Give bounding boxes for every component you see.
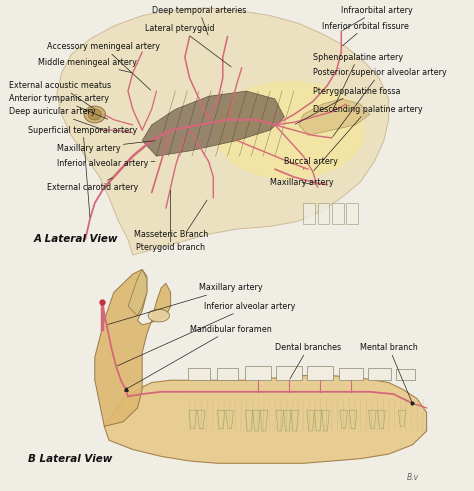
Text: Masseteric Branch: Masseteric Branch	[134, 230, 208, 239]
Polygon shape	[291, 410, 299, 431]
Text: A Lateral View: A Lateral View	[33, 234, 118, 245]
Text: Inferior orbital fissure: Inferior orbital fissure	[322, 22, 409, 46]
Ellipse shape	[84, 106, 105, 123]
Text: Accessory meningeal artery: Accessory meningeal artery	[47, 42, 160, 90]
Polygon shape	[260, 410, 268, 431]
Polygon shape	[226, 410, 233, 429]
Text: B Lateral View: B Lateral View	[28, 454, 113, 464]
Polygon shape	[245, 410, 253, 431]
Text: Maxillary artery: Maxillary artery	[270, 178, 334, 187]
Text: External acoustic meatus: External acoustic meatus	[9, 82, 111, 109]
Polygon shape	[322, 410, 329, 431]
Text: Anterior tympanic artery: Anterior tympanic artery	[9, 94, 109, 119]
Ellipse shape	[148, 309, 170, 322]
Polygon shape	[332, 203, 344, 224]
Text: Sphenopalatine artery: Sphenopalatine artery	[313, 53, 403, 110]
Polygon shape	[369, 410, 376, 429]
Text: Deep temporal arteries: Deep temporal arteries	[152, 6, 246, 35]
Text: Mental branch: Mental branch	[360, 343, 418, 402]
Text: Pterygoid branch: Pterygoid branch	[136, 243, 205, 252]
Polygon shape	[188, 368, 210, 380]
Polygon shape	[346, 203, 358, 224]
Polygon shape	[128, 270, 147, 316]
Polygon shape	[95, 270, 171, 426]
Text: Pterygopalatine fossa: Pterygopalatine fossa	[295, 86, 401, 124]
Polygon shape	[339, 368, 363, 380]
Polygon shape	[307, 366, 333, 380]
Text: Deep auricular artery: Deep auricular artery	[9, 108, 103, 130]
Polygon shape	[396, 369, 415, 380]
Text: Posterior superior alveolar artery: Posterior superior alveolar artery	[313, 68, 447, 137]
Polygon shape	[307, 410, 314, 431]
Polygon shape	[318, 203, 329, 224]
Polygon shape	[299, 99, 370, 136]
Polygon shape	[340, 410, 347, 429]
Polygon shape	[197, 410, 205, 429]
Polygon shape	[314, 410, 322, 431]
Polygon shape	[283, 410, 291, 431]
Text: Middle meningeal artery: Middle meningeal artery	[38, 58, 137, 73]
Text: Maxillary artery: Maxillary artery	[57, 141, 155, 153]
Polygon shape	[276, 410, 283, 431]
Text: Dental branches: Dental branches	[275, 343, 341, 379]
Polygon shape	[378, 410, 385, 429]
Ellipse shape	[88, 109, 101, 120]
Text: Inferior alveolar artery: Inferior alveolar artery	[57, 160, 155, 168]
Polygon shape	[276, 366, 302, 380]
Text: Superficial temporal artery: Superficial temporal artery	[28, 126, 137, 217]
Polygon shape	[217, 368, 238, 380]
Text: External carotid artery: External carotid artery	[47, 178, 139, 192]
Text: Mandibular foramen: Mandibular foramen	[127, 325, 271, 389]
Text: B.v: B.v	[406, 473, 419, 482]
Polygon shape	[349, 410, 357, 429]
Polygon shape	[217, 410, 225, 429]
Polygon shape	[253, 410, 260, 431]
Ellipse shape	[213, 81, 365, 180]
Text: Lateral pterygoid: Lateral pterygoid	[146, 24, 231, 67]
Text: Inferior alveolar artery: Inferior alveolar artery	[118, 302, 295, 366]
Polygon shape	[246, 366, 271, 380]
Polygon shape	[142, 91, 284, 156]
Polygon shape	[189, 410, 196, 429]
Polygon shape	[368, 368, 391, 380]
Polygon shape	[104, 376, 427, 464]
Text: Infraorbital artery: Infraorbital artery	[341, 6, 413, 30]
Polygon shape	[398, 410, 406, 426]
Text: Descending palatine artery: Descending palatine artery	[313, 105, 422, 171]
Polygon shape	[303, 203, 315, 224]
Text: Maxillary artery: Maxillary artery	[108, 283, 263, 325]
Text: Buccal artery: Buccal artery	[284, 157, 338, 169]
Polygon shape	[57, 8, 389, 255]
